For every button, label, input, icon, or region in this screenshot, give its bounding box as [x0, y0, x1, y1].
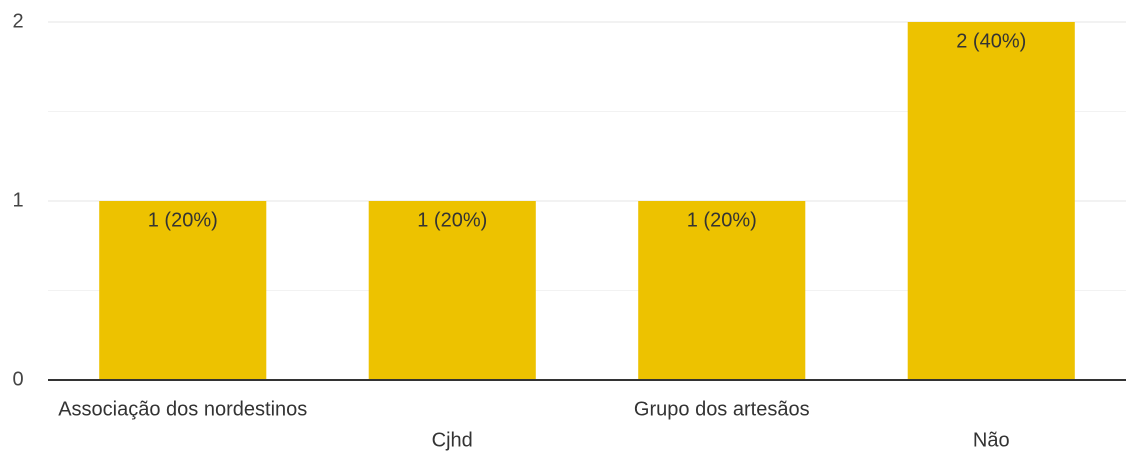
bar	[907, 22, 1075, 380]
x-tick-label: Não	[973, 429, 1010, 451]
y-tick-label: 0	[12, 368, 23, 390]
bar	[99, 201, 267, 380]
y-tick-label: 1	[12, 189, 23, 211]
value-label: 1 (20%)	[417, 209, 487, 231]
x-tick-label: Cjhd	[432, 429, 473, 451]
bar	[368, 201, 536, 380]
value-label: 2 (40%)	[956, 30, 1026, 52]
value-label: 1 (20%)	[687, 209, 757, 231]
x-tick-label: Associação dos nordestinos	[58, 398, 307, 420]
value-label: 1 (20%)	[148, 209, 218, 231]
bar	[638, 201, 806, 380]
y-tick-label: 2	[12, 10, 23, 32]
x-tick-label: Grupo dos artesãos	[634, 398, 810, 420]
